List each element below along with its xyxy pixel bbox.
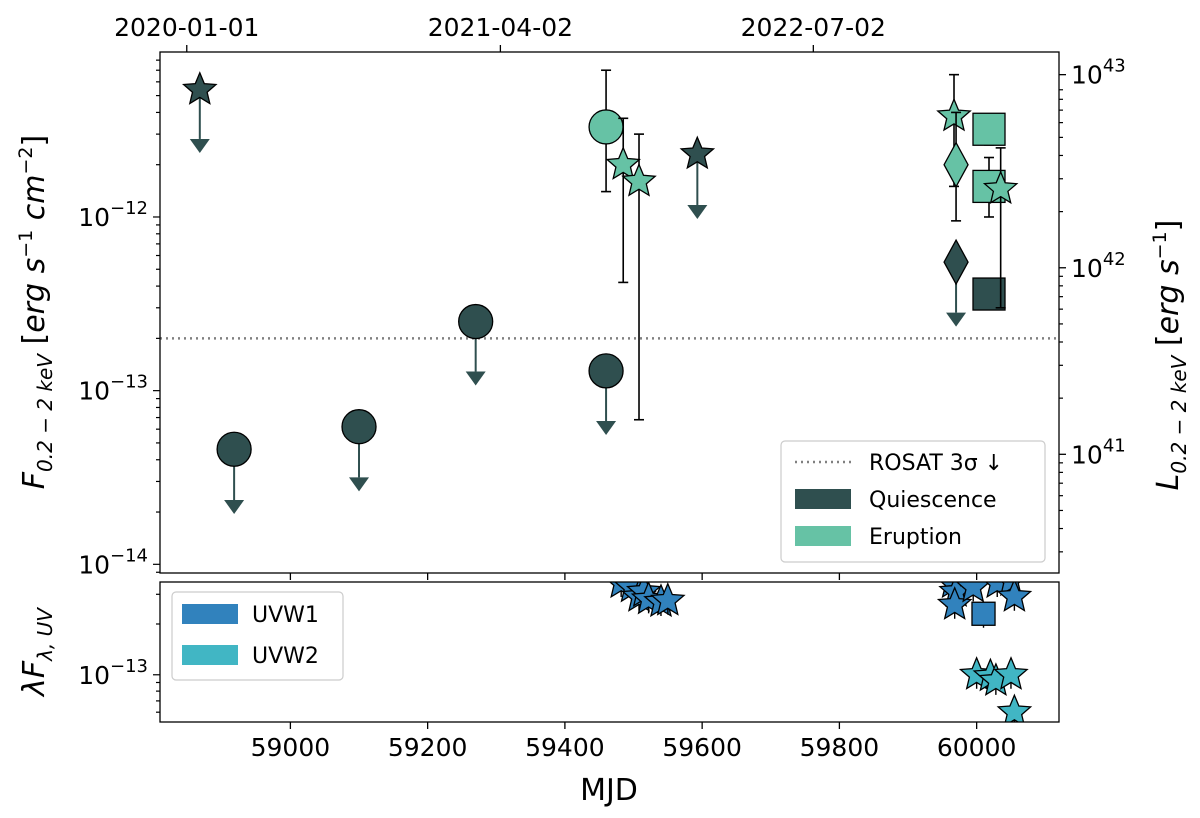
quiescence-point-6-arrow-head <box>946 312 967 327</box>
bottom-y-axis-label: λFλ, UV <box>17 607 57 698</box>
x-tick-label-4: 59800 <box>800 733 880 762</box>
bottom-panel-frame <box>159 581 1060 723</box>
quiescence-point-2-marker <box>341 409 377 445</box>
legend-label-uvw2: UVW2 <box>252 644 319 669</box>
eruption-point-1-marker <box>605 146 642 180</box>
quiescence-point-2-arrow-head <box>349 477 370 492</box>
eruption-point-7-marker <box>982 170 1019 205</box>
eruption-point-3-marker <box>936 97 972 132</box>
legend-label-eruption: Eruption <box>869 525 962 550</box>
quiescence-point-1-marker <box>216 431 252 467</box>
uvw1-point-14-marker <box>996 582 1033 612</box>
date-tick-label-1: 2021-04-02 <box>428 13 573 42</box>
legend-label-rosat: ROSAT 3σ ↓ <box>869 451 1003 476</box>
legend-swatch-uvw1 <box>182 604 238 624</box>
quiescence-point-5-arrow-head <box>687 204 708 219</box>
top-y-axis-label: F0.2 − 2 keV [erg s−1 cm−2] <box>15 135 57 489</box>
quiescence-point-7-marker <box>972 277 1006 311</box>
uvw2-point-3-marker <box>993 656 1029 690</box>
uvw2-point-4-marker <box>996 693 1033 722</box>
quiescence-point-1-arrow-head <box>224 500 245 515</box>
date-tick-label-2: 2022-07-02 <box>741 13 886 42</box>
x-tick-label-2: 59400 <box>525 733 605 762</box>
quiescence-point-4-arrow-head <box>596 421 617 436</box>
right-tick-label-1: 1042 <box>1071 249 1126 283</box>
x-tick-label-0: 59000 <box>251 733 331 762</box>
eruption-point-5-marker <box>972 112 1006 146</box>
quiescence-point-3-marker <box>458 303 494 340</box>
legend-label-quiescence: Quiescence <box>869 488 997 513</box>
right-y-axis-label: L0.2 − 2 keV [erg s−1] <box>1149 220 1191 491</box>
right-tick-label-0: 1043 <box>1071 56 1126 90</box>
x-tick-label-3: 59600 <box>662 733 742 762</box>
x-axis-label: MJD <box>580 773 638 808</box>
eruption-point-2-marker <box>621 162 657 197</box>
y-tick-label-1: 10−13 <box>78 372 148 406</box>
legend-label-uvw1: UVW1 <box>252 603 319 628</box>
bottom-legend: UVW1 UVW2 <box>171 591 344 681</box>
eruption-point-4-marker <box>943 141 969 189</box>
right-tick-label-2: 1041 <box>1071 435 1126 469</box>
top-panel-frame <box>159 51 1060 574</box>
quiescence-point-0-arrow-head <box>189 138 210 153</box>
y-tick-label-2: 10−14 <box>78 545 148 579</box>
quiescence-point-4-marker <box>588 353 624 389</box>
y-tick-label-0: 10−12 <box>78 198 148 232</box>
legend-swatch-quiescence <box>795 489 851 509</box>
uvw1-point-10-marker <box>955 582 991 603</box>
x-tick-label-1: 59200 <box>388 733 468 762</box>
top-legend: ROSAT 3σ ↓ Quiescence Eruption <box>780 440 1046 563</box>
uvw1-point-11-marker <box>971 601 996 626</box>
quiescence-point-6-marker <box>943 238 969 286</box>
uvw1-point-6-marker <box>650 582 686 616</box>
date-tick-label-0: 2020-01-01 <box>114 13 259 42</box>
x-tick-label-5: 60000 <box>937 733 1017 762</box>
eruption-point-0-marker <box>588 109 624 145</box>
legend-swatch-uvw2 <box>182 645 238 665</box>
quiescence-point-3-arrow-head <box>465 371 486 386</box>
legend-swatch-eruption <box>795 526 851 546</box>
quiescence-point-0-marker <box>181 71 218 105</box>
quiescence-point-5-marker <box>679 135 716 170</box>
uv-y-tick-label-0: 10−13 <box>78 656 148 690</box>
